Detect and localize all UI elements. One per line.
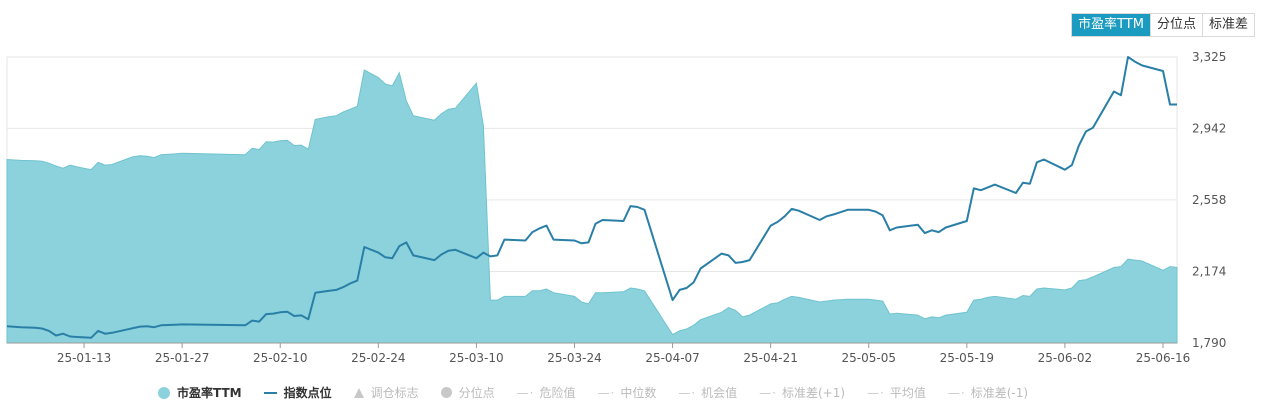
x-tick-label: 25-04-21	[743, 351, 797, 365]
dash-icon: —·	[597, 385, 616, 400]
triangle-icon	[353, 387, 364, 398]
tab-std-dev[interactable]: 标准差	[1201, 14, 1254, 36]
legend-item-average[interactable]: —· 平均值	[867, 384, 926, 401]
tab-percentile[interactable]: 分位点	[1149, 14, 1202, 36]
legend-label: 机会值	[701, 386, 738, 400]
view-tabs: 市盈率TTM 分位点 标准差	[1071, 13, 1255, 37]
dash-icon: —·	[759, 385, 777, 400]
legend-label: 危险值	[539, 386, 576, 400]
x-tick-label: 25-02-24	[351, 351, 405, 365]
y-tick-label: 2,174	[1192, 264, 1226, 278]
x-tick-label: 25-05-05	[842, 351, 896, 365]
legend-label: 指数点位	[283, 386, 332, 400]
x-tick-label: 25-01-27	[155, 351, 209, 365]
legend-item-median[interactable]: —· 中位数	[597, 384, 656, 401]
legend-item-pe-ttm[interactable]: 市盈率TTM	[158, 384, 242, 401]
legend-item-std-minus-1[interactable]: —· 标准差(-1)	[948, 384, 1028, 401]
x-tick-label: 25-02-10	[253, 351, 307, 365]
y-tick-label: 3,325	[1192, 50, 1226, 64]
tab-pe-ttm[interactable]: 市盈率TTM	[1072, 14, 1150, 36]
x-tick-label: 25-04-07	[645, 351, 699, 365]
legend-item-opportunity-value[interactable]: —· 机会值	[678, 384, 737, 401]
y-tick-label: 2,942	[1192, 121, 1226, 135]
line-swatch-icon	[263, 391, 277, 394]
dot-icon	[440, 387, 452, 398]
x-tick-label: 25-05-19	[940, 351, 994, 365]
x-tick-label: 25-06-02	[1038, 351, 1092, 365]
dash-icon: —·	[947, 385, 966, 400]
x-tick-label: 25-03-24	[547, 351, 601, 365]
x-tick-label: 25-03-10	[449, 351, 503, 365]
legend-item-rebalance-flag[interactable]: 调仓标志	[353, 384, 419, 401]
index-points-line	[6, 56, 1177, 339]
x-tick-label: 25-06-16	[1136, 351, 1190, 365]
legend-item-std-plus-1[interactable]: —· 标准差(+1)	[759, 384, 845, 401]
dash-icon: —·	[678, 385, 697, 400]
dash-icon: —·	[867, 385, 885, 400]
legend-item-index-points[interactable]: 指数点位	[263, 384, 332, 401]
area-swatch-icon	[158, 386, 170, 399]
legend-label: 调仓标志	[370, 386, 419, 400]
legend-label: 市盈率TTM	[177, 386, 242, 400]
x-tick-label: 25-01-13	[57, 351, 111, 365]
dash-icon: —·	[516, 385, 535, 400]
legend-label: 标准差(-1)	[970, 386, 1029, 400]
legend-label: 中位数	[620, 386, 657, 400]
legend-item-danger-value[interactable]: —· 危险值	[517, 384, 576, 401]
pe-ttm-area	[6, 69, 1178, 344]
y-tick-label: 2,558	[1192, 193, 1226, 207]
legend-label: 平均值	[889, 386, 926, 400]
legend-item-percentile[interactable]: 分位点	[440, 384, 495, 401]
chart: 3,325 2,942 2,558 2,174 1,790 25-01-13 25-01-2…	[6, 50, 1226, 365]
legend-label: 分位点	[458, 386, 495, 400]
chart-legend: 市盈率TTM 指数点位 调仓标志 分位点 —· 危险值 —· 中位数 —· 机会…	[158, 384, 1050, 401]
legend-label: 标准差(+1)	[782, 386, 846, 400]
y-tick-label: 1,790	[1192, 336, 1226, 350]
